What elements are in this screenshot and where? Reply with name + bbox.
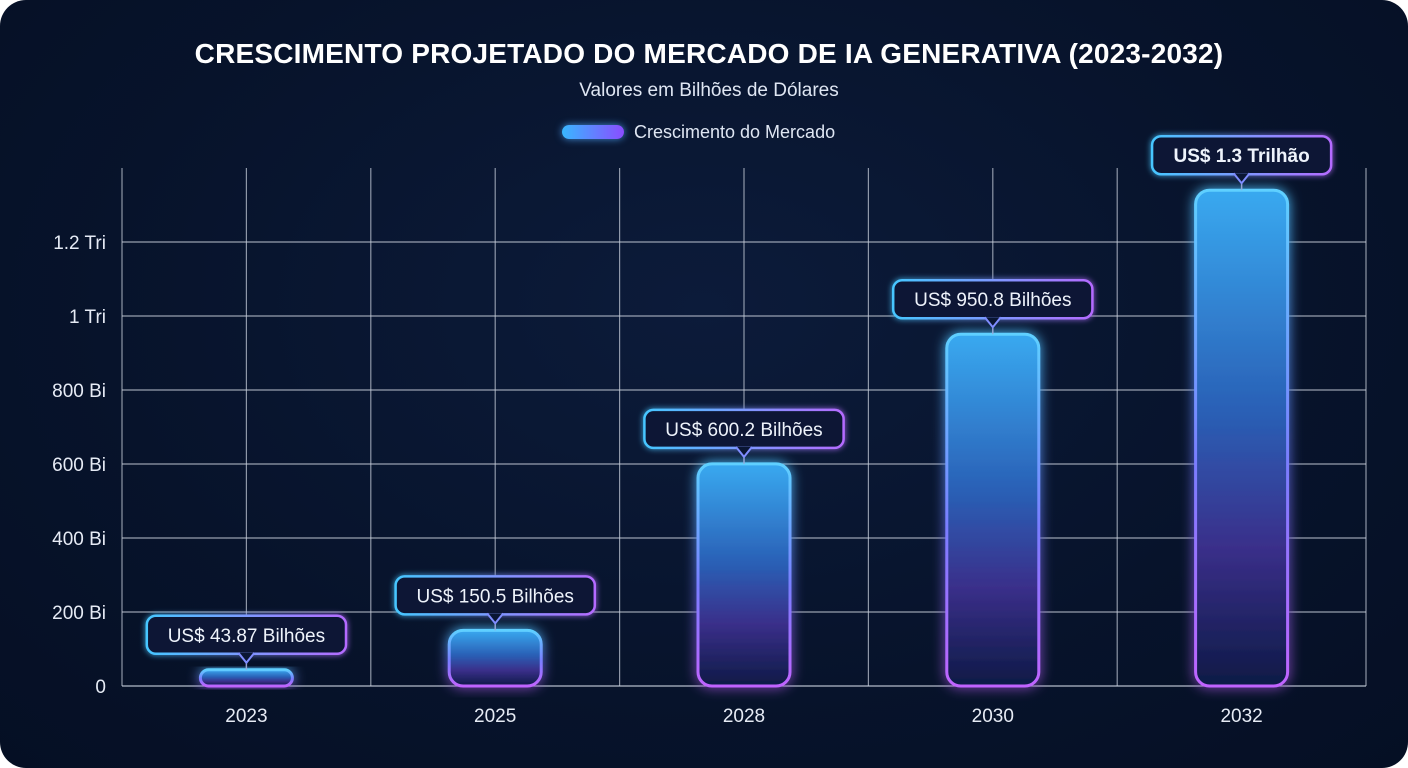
x-tick-label: 2028 — [723, 706, 765, 727]
x-tick-label: 2032 — [1220, 706, 1262, 727]
x-tick-label: 2030 — [972, 706, 1014, 727]
data-label-callout: US$ 950.8 Bilhões — [891, 278, 1094, 335]
legend-swatch — [562, 125, 624, 139]
bars — [198, 188, 1290, 688]
legend: Crescimento do Mercado — [562, 121, 835, 143]
chart-subtitle: Valores em Bilhões de Dólares — [579, 80, 839, 101]
data-label: US$ 950.8 Bilhões — [914, 290, 1071, 311]
y-tick-label: 600 Bi — [52, 455, 106, 476]
data-label: US$ 43.87 Bilhões — [168, 626, 325, 647]
x-tick-label: 2023 — [225, 706, 267, 727]
x-tick-label: 2025 — [474, 706, 516, 727]
data-label-callout: US$ 1.3 Trilhão — [1150, 134, 1333, 191]
y-tick-label: 200 Bi — [52, 603, 106, 624]
callout-pointer — [1232, 172, 1251, 185]
data-label-callout: US$ 150.5 Bilhões — [394, 575, 597, 631]
bar-2023 — [198, 668, 294, 688]
data-label-callout: US$ 600.2 Bilhões — [643, 408, 845, 464]
y-tick-label: 800 Bi — [52, 381, 106, 402]
x-axis-ticks: 2023 2025 2028 2030 2032 — [225, 706, 1262, 727]
legend-label: Crescimento do Mercado — [634, 121, 836, 142]
callout-pointer — [237, 652, 256, 665]
data-labels: US$ 43.87 Bilhões US$ 150.5 Bilhões US$ 60… — [145, 134, 1333, 670]
y-tick-label: 400 Bi — [52, 529, 106, 550]
data-label-callout: US$ 43.87 Bilhões — [145, 614, 348, 670]
callout-pointer — [984, 316, 1002, 329]
bar-2030 — [945, 332, 1041, 688]
y-tick-label: 0 — [95, 677, 106, 698]
y-axis-ticks: 0 200 Bi 400 Bi 600 Bi 800 Bi 1 Tri 1.2 Tri — [52, 233, 106, 698]
y-tick-label: 1.2 Tri — [53, 233, 106, 254]
bar-2032 — [1194, 188, 1290, 688]
callout-pointer — [486, 612, 504, 625]
data-label: US$ 600.2 Bilhões — [665, 420, 822, 441]
bar-2025 — [447, 628, 543, 688]
data-label: US$ 1.3 Trilhão — [1173, 146, 1309, 167]
bar-2028 — [696, 462, 792, 688]
y-tick-label: 1 Tri — [69, 307, 106, 328]
chart-title: CRESCIMENTO PROJETADO DO MERCADO DE IA G… — [194, 38, 1224, 69]
data-label: US$ 150.5 Bilhões — [417, 586, 574, 607]
callout-pointer — [735, 446, 753, 459]
